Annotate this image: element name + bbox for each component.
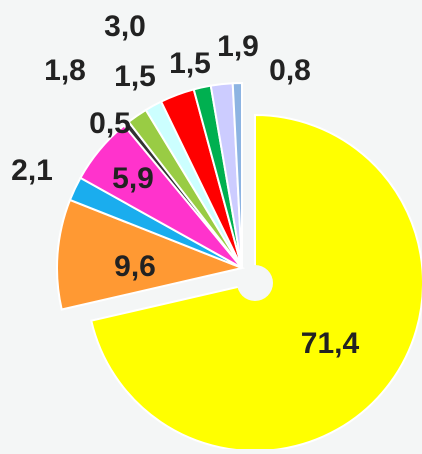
data-label: 0,8 <box>269 54 311 87</box>
data-label: 1,5 <box>114 60 156 93</box>
pie-slice <box>231 81 243 269</box>
data-label: 1,8 <box>44 54 86 87</box>
data-label: 71,4 <box>301 327 360 360</box>
data-label: 2,1 <box>11 154 53 187</box>
pie-hole <box>237 265 273 301</box>
data-label: 9,6 <box>114 250 156 283</box>
data-label: 1,9 <box>217 30 259 63</box>
pie-slice <box>56 198 246 311</box>
data-label: 1,5 <box>169 47 211 80</box>
data-label: 5,9 <box>112 162 154 195</box>
data-label: 3,0 <box>104 10 146 43</box>
data-label: 0,5 <box>89 107 131 140</box>
